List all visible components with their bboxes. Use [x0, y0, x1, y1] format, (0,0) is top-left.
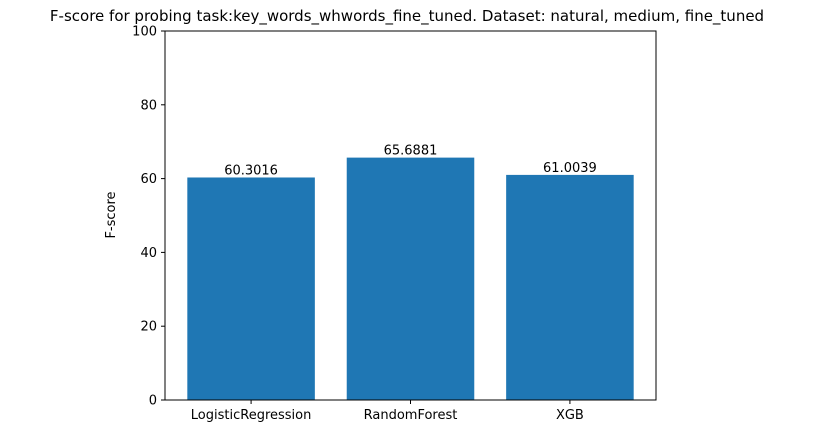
y-tick-label: 100 — [132, 25, 157, 40]
chart-title: F-score for probing task:key_words_whwor… — [50, 7, 764, 26]
y-tick-label: 20 — [140, 320, 157, 335]
y-axis: 0 20 40 60 80 100 — [132, 25, 165, 409]
y-tick-label: 40 — [140, 246, 157, 261]
x-axis: LogisticRegression RandomForest XGB — [191, 400, 584, 423]
y-tick-label: 0 — [149, 394, 157, 409]
bar-logisticregression — [187, 177, 315, 400]
data-label-randomforest: 65.6881 — [384, 144, 438, 159]
bars-group — [187, 157, 634, 400]
x-tick-label: RandomForest — [364, 408, 458, 423]
y-tick-label: 80 — [140, 98, 157, 113]
plot-frame — [164, 30, 657, 401]
y-tick-label: 60 — [140, 172, 157, 187]
data-labels-group: 60.3016 65.6881 61.0039 — [224, 144, 597, 179]
data-label-logisticregression: 60.3016 — [224, 163, 278, 178]
bar-randomforest — [346, 157, 475, 400]
bar-xgb — [506, 174, 634, 400]
x-tick-label: XGB — [556, 408, 584, 423]
x-tick-label: LogisticRegression — [191, 408, 312, 423]
y-axis-label: F-score — [104, 191, 119, 238]
data-label-xgb: 61.0039 — [543, 161, 597, 176]
